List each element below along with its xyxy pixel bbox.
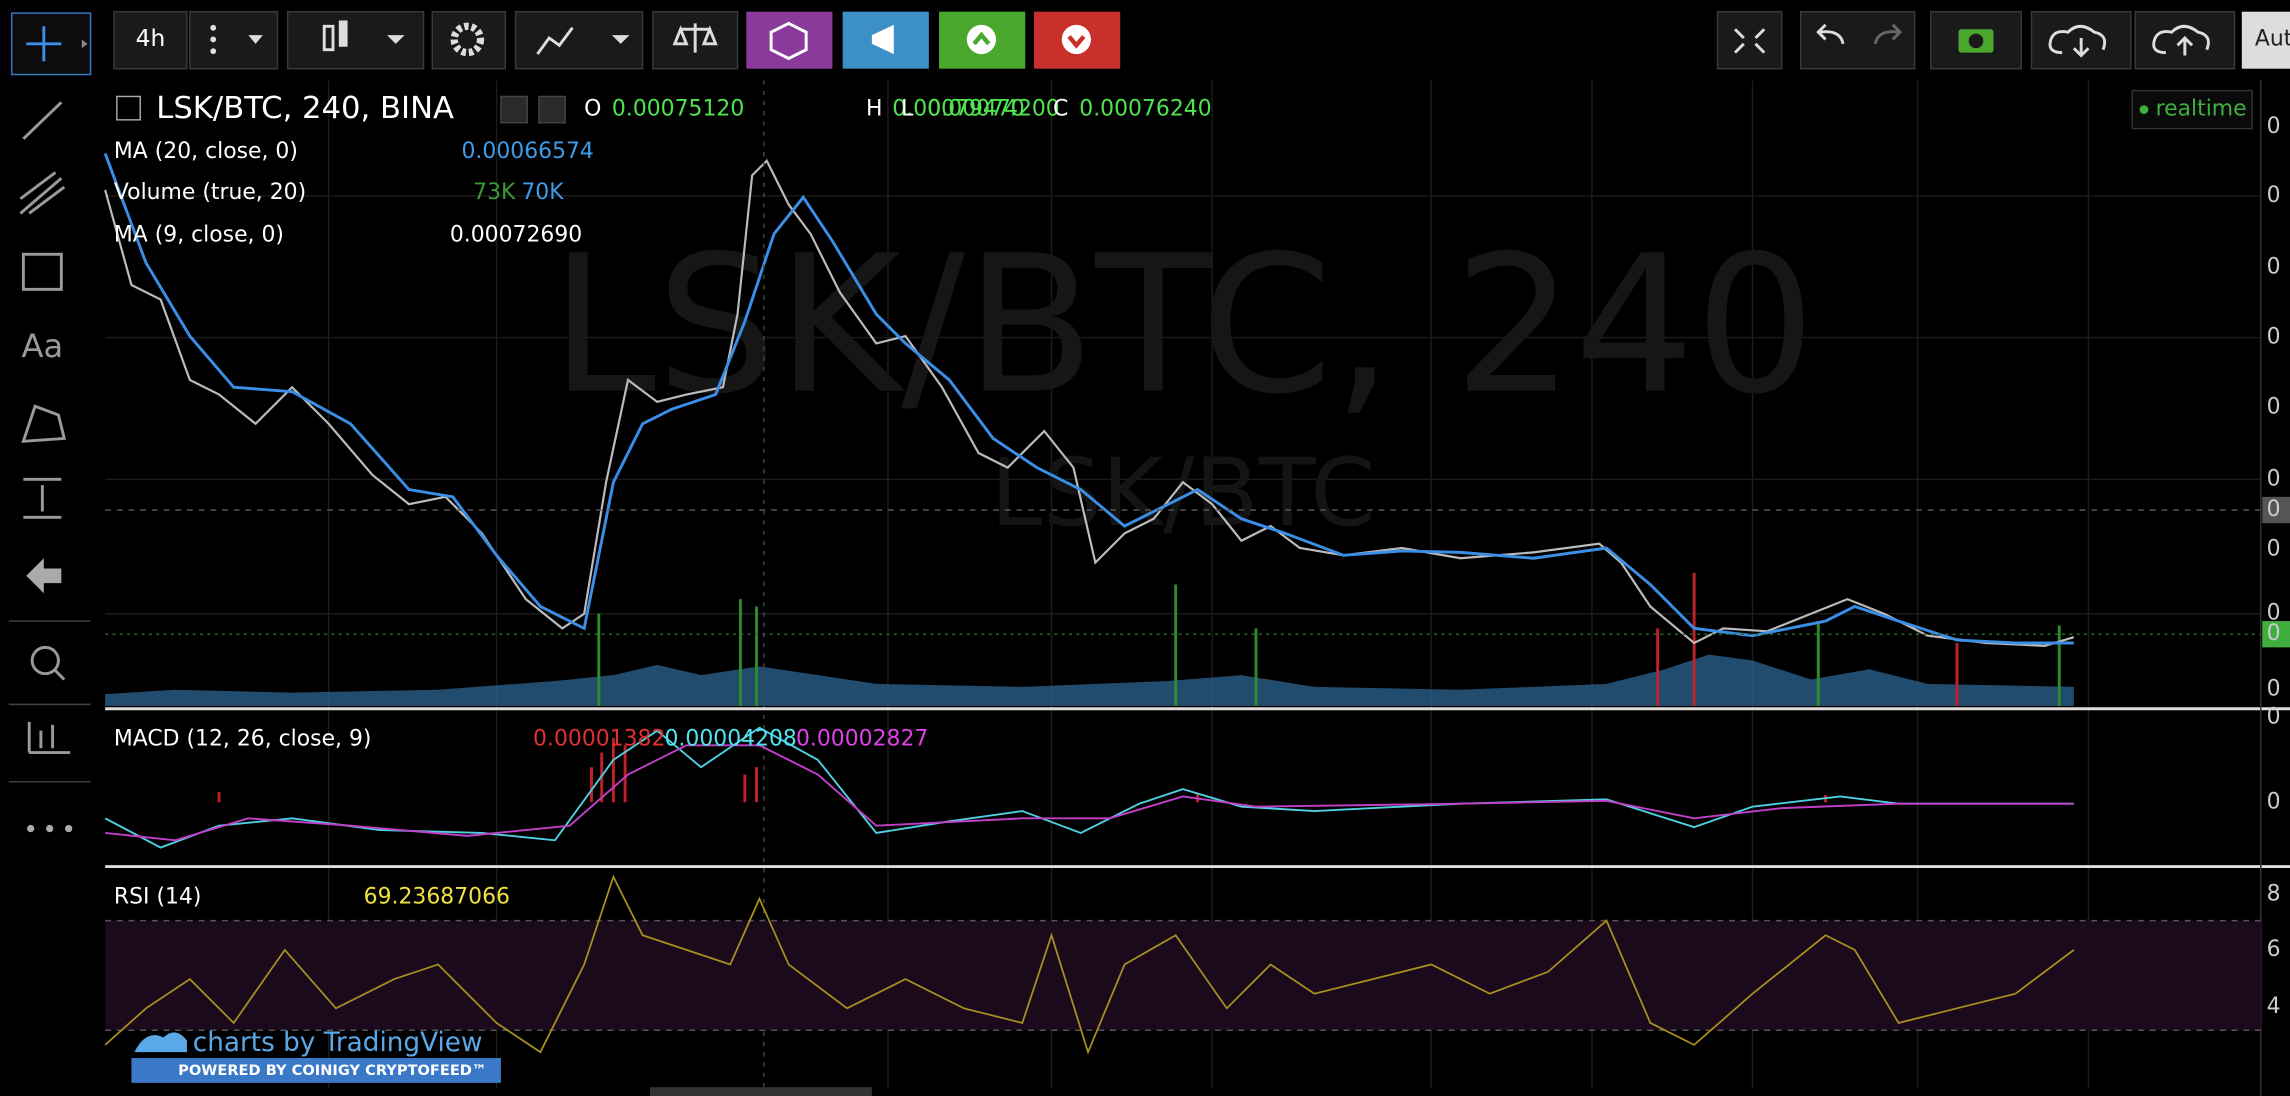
price-line — [104, 158, 2075, 648]
ohlc-key: O — [584, 97, 601, 122]
indicator-value: 0.00072690 — [450, 222, 582, 247]
line-tool[interactable] — [22, 101, 63, 140]
ohlc-key: H — [866, 97, 882, 122]
text-tool[interactable]: Aa — [22, 327, 64, 365]
rsi-value: 69.23687066 — [364, 884, 510, 909]
branding: charts by TradingView POWERED BY COINIGY… — [131, 1028, 501, 1083]
axis-label: 0 — [2267, 466, 2281, 491]
ohlc-value: 0.00076240 — [1079, 97, 1211, 122]
interval[interactable]: 4h — [136, 24, 166, 52]
axis-label: 0 — [2267, 183, 2281, 208]
rsi-band — [105, 920, 2261, 1031]
indicator-value: 70K — [521, 180, 564, 205]
axis-label: 6 — [2267, 937, 2281, 962]
axis-label: 0 — [2267, 497, 2281, 522]
macd-name[interactable]: MACD (12, 26, close, 9) — [114, 726, 372, 751]
price-tag — [2262, 621, 2290, 648]
interval-menu[interactable] — [189, 10, 279, 70]
ma20-line — [103, 152, 2074, 645]
coinigy-logo[interactable]: POWERED BY COINIGY CRYPTOFEED™ — [178, 1062, 486, 1079]
ohlc-value: 0.00075120 — [612, 97, 744, 122]
macd-histogram — [217, 737, 1828, 803]
indicator-name[interactable]: MA (9, close, 0) — [114, 222, 284, 247]
toolbar: 4h Aut — [113, 10, 2290, 70]
undo-redo[interactable] — [1800, 10, 1916, 70]
indicator-value: 73K — [473, 180, 516, 205]
axis-label: 8 — [2267, 881, 2281, 906]
pitchfork-tool[interactable] — [19, 171, 66, 215]
symbol[interactable]: LSK/BTC, 240, BINA — [156, 91, 454, 126]
ohlc-key: C — [1053, 97, 1068, 122]
scrollbar[interactable] — [649, 1087, 872, 1096]
fullscreen-button[interactable] — [1716, 10, 1783, 70]
indicator-name[interactable]: Volume (true, 20) — [114, 180, 306, 205]
axis-label: 0 — [2267, 536, 2281, 561]
pattern-tool[interactable] — [21, 404, 67, 443]
ohlc-key: L — [901, 97, 914, 122]
back-tool[interactable] — [26, 558, 62, 594]
price-tag — [2262, 496, 2290, 524]
zoom-tool[interactable] — [30, 645, 60, 676]
volume-spikes — [597, 584, 2061, 706]
ruler-tool[interactable] — [27, 721, 71, 755]
macd-value: 0.00002827 — [796, 726, 928, 751]
auto-button[interactable] — [2241, 11, 2290, 69]
axis-label: 0 — [2267, 601, 2281, 626]
axis-label: 0 — [2267, 621, 2281, 646]
measure-tool[interactable] — [23, 477, 62, 519]
watermark: LSK/BTC, 240 — [550, 215, 1815, 436]
axis-label: 0 — [2267, 705, 2281, 730]
sidebar: Aa — [8, 12, 92, 833]
ohlc-value: 0.00079470 — [892, 97, 1024, 122]
settings-button[interactable] — [431, 10, 507, 70]
axis-label: 4 — [2267, 994, 2281, 1019]
interval-button[interactable] — [113, 10, 188, 70]
volume-spikes-red — [1656, 572, 1959, 706]
indicator-value: 0.00066574 — [462, 139, 594, 164]
legend: LSK/BTC, 240, BINA O 0.00075120 H 0.0007… — [114, 89, 2253, 909]
axis-label: 0 — [2267, 789, 2281, 814]
rsi-line — [104, 874, 2075, 1055]
chart-type-button[interactable] — [286, 10, 425, 70]
axis-label: 0 — [2267, 114, 2281, 139]
signal-line — [105, 744, 2074, 842]
axis-label: 0 — [2267, 395, 2281, 420]
macd-value: 0.00001382 — [533, 726, 665, 751]
tradingview-logo[interactable]: charts by TradingView — [193, 1028, 483, 1058]
auto-label[interactable]: Aut — [2255, 26, 2290, 51]
axis-label: 0 — [2267, 254, 2281, 279]
shape-tool[interactable] — [21, 252, 63, 291]
indicator-name[interactable]: MA (20, close, 0) — [114, 139, 298, 164]
realtime-status: realtime — [2156, 97, 2247, 122]
watermark-sub: LSK/BTC — [990, 439, 1375, 548]
axis-label: 0 — [2267, 677, 2281, 702]
macd-value: 0.00004208 — [665, 726, 797, 751]
rsi-name[interactable]: RSI (14) — [114, 884, 202, 909]
cube-button[interactable] — [746, 11, 833, 69]
ohlc-value: 0.00074200 — [927, 97, 1059, 122]
collapse-button[interactable] — [116, 95, 141, 121]
axis-label: 0 — [2267, 325, 2281, 350]
